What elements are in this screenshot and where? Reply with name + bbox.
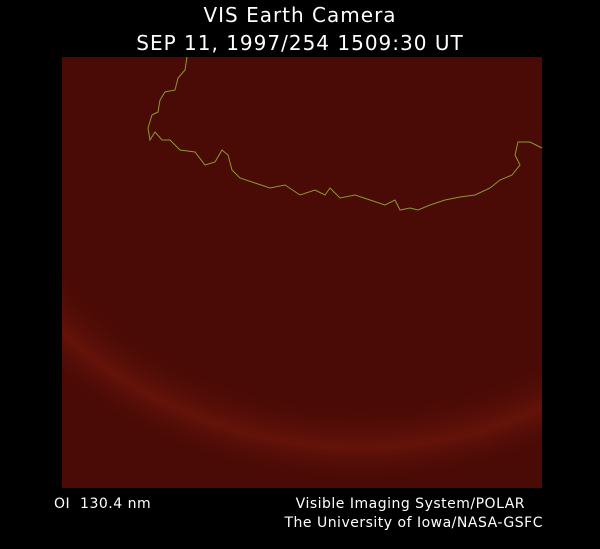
aurora-glow [62,57,542,488]
title: VIS Earth Camera [203,3,396,27]
subtitle: SEP 11, 1997/254 1509:30 UT [136,31,463,55]
filter-label: OI 130.4 nm [54,496,151,512]
credit-line: The University of Iowa/NASA-GSFC [283,515,543,531]
coastline [147,56,543,211]
credit-line: Visible Imaging System/POLAR [296,496,525,512]
